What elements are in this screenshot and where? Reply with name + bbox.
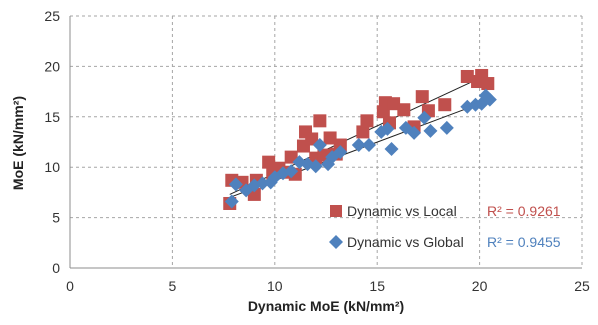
point-global xyxy=(423,123,438,138)
y-tick-label: 5 xyxy=(52,210,60,226)
point-global xyxy=(308,159,323,174)
point-local xyxy=(387,97,401,111)
x-tick-label: 20 xyxy=(472,278,488,294)
r2-label-local: R² = 0.9261 xyxy=(487,203,561,219)
legend: Dynamic vs Local R² = 0.9261 Dynamic vs … xyxy=(329,203,561,250)
point-global xyxy=(312,138,327,153)
point-global xyxy=(384,142,399,157)
legend-label-local: Dynamic vs Local xyxy=(347,203,457,219)
point-local xyxy=(438,98,452,112)
point-local xyxy=(415,90,429,104)
legend-marker-local xyxy=(330,205,342,217)
point-local xyxy=(313,114,327,128)
point-global xyxy=(482,92,497,107)
point-local xyxy=(262,155,276,169)
point-local xyxy=(356,125,370,139)
x-tick-label: 15 xyxy=(369,278,385,294)
point-global xyxy=(407,125,422,140)
point-local xyxy=(333,138,347,152)
point-global xyxy=(417,110,432,125)
point-global xyxy=(224,194,239,209)
tick-labels: 0 5 10 15 20 25 0 5 10 15 20 25 xyxy=(44,8,590,294)
point-local xyxy=(460,69,474,83)
point-global xyxy=(255,176,270,191)
y-tick-label: 15 xyxy=(44,109,60,125)
point-local xyxy=(323,131,337,145)
x-axis-label: Dynamic MoE (kN/mm²) xyxy=(248,298,404,314)
legend-marker-global xyxy=(329,235,343,249)
point-global xyxy=(284,164,299,179)
axes xyxy=(69,16,582,269)
point-local xyxy=(305,132,319,146)
y-axis-label: MoE (kN/mm²) xyxy=(10,96,26,190)
r2-label-global: R² = 0.9455 xyxy=(487,234,561,250)
legend-label-global: Dynamic vs Global xyxy=(347,234,464,250)
x-tick-label: 0 xyxy=(66,278,74,294)
y-tick-label: 0 xyxy=(52,260,60,276)
y-tick-label: 10 xyxy=(44,159,60,175)
y-tick-label: 20 xyxy=(44,58,60,74)
x-tick-label: 10 xyxy=(267,278,283,294)
point-local xyxy=(481,77,495,91)
x-tick-label: 5 xyxy=(169,278,177,294)
data-points xyxy=(223,68,497,210)
point-global xyxy=(351,138,366,153)
point-global xyxy=(228,177,243,192)
x-tick-label: 25 xyxy=(574,278,590,294)
point-global xyxy=(439,120,454,135)
point-global xyxy=(333,145,348,160)
gridlines xyxy=(70,15,583,268)
point-local xyxy=(397,103,411,117)
y-tick-label: 25 xyxy=(44,8,60,24)
point-global xyxy=(362,138,377,153)
point-local xyxy=(360,114,374,128)
point-global xyxy=(380,121,395,136)
